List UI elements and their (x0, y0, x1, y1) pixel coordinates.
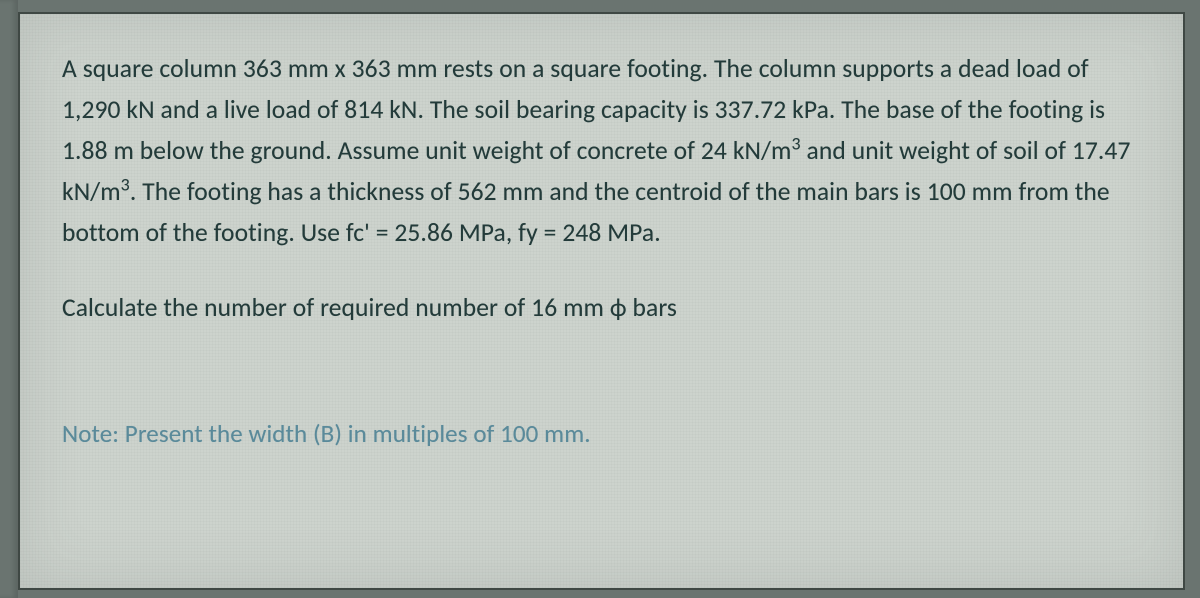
problem-text-part-3: . The footing has a thickness of 562 mm … (62, 176, 1110, 248)
problem-statement: A square column 363 mm x 363 mm rests on… (62, 48, 1141, 253)
superscript-3-b: 3 (121, 174, 130, 196)
page-left-gutter (0, 0, 18, 598)
superscript-3-a: 3 (792, 133, 801, 155)
note-line: Note: Present the width (B) in multiples… (62, 418, 1141, 449)
problem-card: A square column 363 mm x 363 mm rests on… (18, 12, 1185, 590)
question-line: Calculate the number of required number … (62, 287, 1141, 328)
